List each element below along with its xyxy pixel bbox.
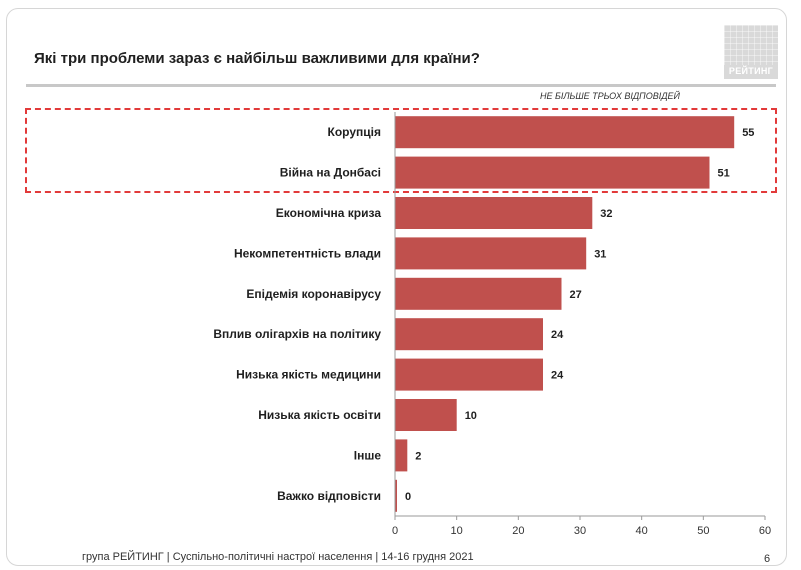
category-label: Важко відповісти xyxy=(277,489,381,503)
x-tick-label: 40 xyxy=(636,525,648,537)
footer-source: група РЕЙТИНГ | Суспільно-політичні наст… xyxy=(82,551,474,563)
value-label: 51 xyxy=(718,168,730,180)
bar xyxy=(395,237,587,270)
x-tick-label: 0 xyxy=(392,525,398,537)
reityng-logo: РЕЙТИНГ xyxy=(724,25,778,79)
bar xyxy=(395,156,710,189)
value-label: 24 xyxy=(551,329,564,341)
answer-note: НЕ БІЛЬШЕ ТРЬОХ ВІДПОВІДЕЙ xyxy=(540,91,680,101)
category-label: Корупція xyxy=(328,125,381,139)
bar xyxy=(395,197,593,229)
value-label: 24 xyxy=(551,370,564,382)
category-label: Війна на Донбасі xyxy=(280,166,381,180)
bar xyxy=(395,277,562,310)
logo-text: РЕЙТИНГ xyxy=(728,66,774,76)
bar xyxy=(395,358,543,391)
value-label: 32 xyxy=(600,208,612,220)
x-tick-label: 60 xyxy=(759,525,771,537)
category-label: Вплив олігархів на політику xyxy=(213,327,381,341)
value-label: 27 xyxy=(570,289,582,301)
x-tick-label: 50 xyxy=(697,525,709,537)
bar xyxy=(395,318,543,351)
title-divider xyxy=(26,84,776,87)
category-label: Некомпетентність влади xyxy=(234,246,381,260)
value-label: 2 xyxy=(415,450,421,462)
x-tick-label: 10 xyxy=(451,525,463,537)
x-tick-label: 20 xyxy=(512,525,524,537)
bar xyxy=(395,399,457,431)
top-answers-highlight xyxy=(25,108,777,193)
chart-title: Які три проблеми зараз є найбільш важлив… xyxy=(34,50,480,67)
bar xyxy=(395,439,408,472)
x-tick-label: 30 xyxy=(574,525,586,537)
category-label: Інше xyxy=(354,448,382,462)
value-label: 31 xyxy=(594,248,606,260)
value-label: 0 xyxy=(405,491,411,503)
category-label: Епідемія коронавірусу xyxy=(246,287,381,301)
category-label: Низька якість освіти xyxy=(258,408,381,422)
bar xyxy=(395,116,735,149)
category-label: Низька якість медицини xyxy=(236,368,381,382)
category-label: Економічна криза xyxy=(276,206,382,220)
logo-pattern xyxy=(724,25,778,65)
value-label: 55 xyxy=(742,127,754,139)
page-number: 6 xyxy=(764,553,771,565)
bar xyxy=(395,479,397,512)
value-label: 10 xyxy=(465,410,477,422)
